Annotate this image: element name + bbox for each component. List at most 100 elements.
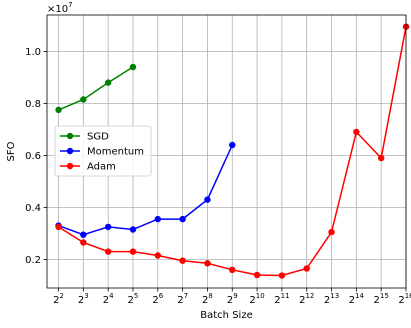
series-sgd: [55, 63, 137, 114]
x-tick-label: 23: [78, 292, 89, 306]
data-point-momentum: [129, 226, 137, 233]
data-point-adam: [353, 128, 360, 136]
data-point-adam: [104, 248, 112, 255]
legend-label-adam: Adam: [87, 162, 116, 173]
x-tick-label: 215: [374, 292, 389, 306]
x-tick-exponent: 11: [281, 292, 290, 300]
x-tick-label: 28: [202, 292, 213, 306]
legend-entry-momentum: Momentum: [60, 147, 144, 158]
x-tick-label: 211: [274, 292, 289, 306]
legend-marker-momentum: [66, 147, 74, 155]
x-tick-base: 2: [103, 295, 109, 306]
data-point-adam: [179, 257, 186, 264]
data-point-sgd: [80, 96, 87, 103]
series-adam: [55, 23, 410, 279]
legend-entry-sgd: SGD: [60, 132, 109, 143]
x-tick-exponent: 4: [109, 292, 114, 300]
x-tick-exponent: 2: [59, 292, 63, 300]
x-tick-base: 2: [227, 295, 233, 306]
x-tick-exponent: 15: [380, 292, 389, 300]
x-tick-exponent: 10: [256, 292, 265, 300]
legend-label-momentum: Momentum: [87, 147, 144, 158]
data-point-momentum: [154, 215, 161, 223]
x-tick-label: 27: [177, 292, 188, 306]
y-tick-label: 1.0: [25, 47, 41, 58]
x-tick-base: 2: [274, 295, 280, 306]
axis-ticks: 22232425262728292102112122132142152160.2…: [25, 47, 411, 306]
x-tick-label: 210: [249, 292, 264, 306]
x-tick-base: 2: [202, 295, 208, 306]
x-tick-exponent: 6: [159, 292, 164, 300]
legend: SGD Momentum Adam: [54, 125, 152, 177]
data-point-adam: [154, 252, 161, 259]
legend-box: [54, 125, 152, 177]
data-point-momentum: [80, 231, 87, 238]
y-tick-label: 0.6: [25, 151, 41, 162]
grid-lines: [47, 15, 407, 288]
data-point-momentum: [204, 196, 211, 203]
data-point-sgd: [104, 79, 112, 86]
legend-marker-adam: [66, 162, 74, 170]
x-tick-base: 2: [53, 295, 59, 306]
x-tick-base: 2: [398, 295, 404, 306]
series-layer: [55, 23, 410, 279]
x-tick-exponent: 16: [405, 292, 411, 300]
x-tick-label: 22: [53, 292, 64, 306]
x-tick-base: 2: [374, 295, 380, 306]
y-axis-label: SFO: [6, 141, 17, 161]
x-tick-base: 2: [299, 295, 305, 306]
data-point-momentum: [229, 141, 236, 149]
x-tick-base: 2: [249, 295, 255, 306]
series-line-momentum: [58, 144, 233, 236]
x-tick-exponent: 14: [355, 292, 364, 300]
x-tick-base: 2: [177, 295, 183, 306]
x-tick-label: 216: [398, 292, 411, 306]
x-tick-label: 25: [128, 292, 139, 306]
x-tick-base: 2: [152, 295, 158, 306]
x-tick-base: 2: [128, 295, 134, 306]
data-point-adam: [80, 239, 87, 246]
data-point-adam: [204, 260, 211, 267]
data-point-adam: [229, 266, 236, 273]
x-tick-exponent: 7: [184, 292, 188, 300]
x-tick-exponent: 9: [233, 292, 237, 300]
data-point-momentum: [179, 215, 186, 223]
y-multiplier-exponent: 7: [68, 1, 72, 9]
x-axis-label: Batch Size: [200, 310, 252, 321]
x-tick-exponent: 12: [305, 292, 314, 300]
x-tick-base: 2: [78, 295, 84, 306]
legend-marker-sgd: [66, 132, 74, 140]
x-tick-label: 213: [324, 292, 339, 306]
data-point-adam: [129, 248, 137, 255]
legend-entry-adam: Adam: [60, 162, 116, 173]
x-tick-base: 2: [349, 295, 355, 306]
data-point-adam: [377, 154, 385, 162]
data-point-momentum: [104, 223, 112, 231]
data-point-adam: [253, 271, 261, 279]
x-tick-exponent: 8: [208, 292, 212, 300]
data-point-adam: [328, 228, 335, 236]
x-tick-label: 214: [349, 292, 365, 306]
data-point-adam: [278, 272, 286, 279]
data-point-sgd: [55, 106, 62, 114]
x-tick-exponent: 13: [330, 292, 339, 300]
x-tick-label: 24: [103, 292, 114, 306]
plot-frame: [46, 14, 407, 289]
x-tick-exponent: 5: [134, 292, 138, 300]
data-point-adam: [303, 265, 310, 272]
y-axis-multiplier: ×107: [47, 1, 73, 15]
y-tick-label: 0.8: [25, 99, 41, 110]
x-tick-base: 2: [324, 295, 330, 306]
y-multiplier-base: ×10: [47, 4, 68, 15]
y-tick-label: 0.4: [25, 203, 41, 214]
data-point-adam: [55, 223, 62, 231]
legend-label-sgd: SGD: [87, 132, 109, 143]
x-tick-label: 29: [227, 292, 238, 306]
data-point-sgd: [129, 63, 137, 71]
x-tick-label: 26: [152, 292, 163, 306]
x-tick-label: 212: [299, 292, 314, 306]
series-line-sgd: [58, 66, 134, 111]
y-tick-label: 0.2: [25, 255, 41, 266]
x-tick-exponent: 3: [84, 292, 88, 300]
